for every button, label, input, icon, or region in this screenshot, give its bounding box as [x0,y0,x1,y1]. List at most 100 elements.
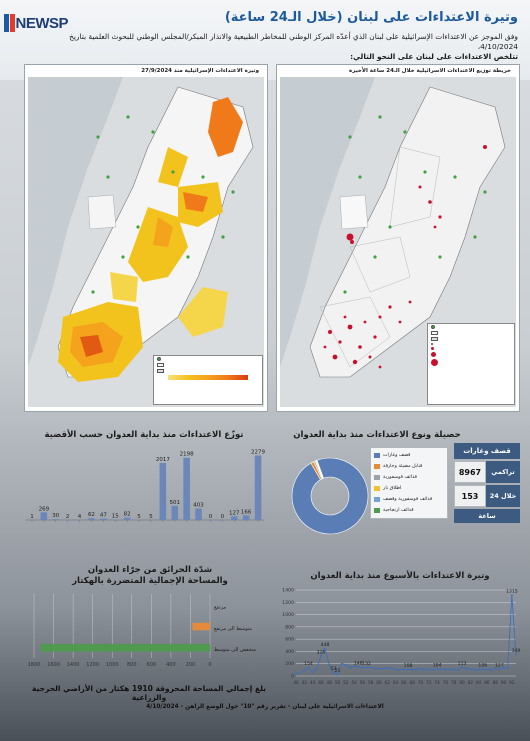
line-point [510,594,513,597]
stats-row-24h: 153 خلال 24 [454,485,520,507]
line-point [307,666,310,669]
fire-bar [192,622,210,631]
legend-gradient [168,375,248,380]
bar-chart-districts: 1 269 30 2 4 62 47 15 82 5 5 2017 501 2198 403 0 0 127 166… [20,444,270,544]
map-cumulative [28,77,264,407]
map-legend-cumulative [153,355,263,405]
donut-chart-svg [291,457,369,535]
line-point [320,655,322,657]
line-x-tick: 42 [302,680,308,685]
legend-swatch-icon [374,486,380,491]
fire-bar [210,601,211,609]
donut-legend-item: قذائف ارتجاجية [373,505,445,516]
line-point [423,668,426,671]
line-point [382,667,385,670]
fire-x-tick: 0 [208,662,211,668]
line-point [440,668,443,670]
line-point [461,666,463,669]
fire-category-label: متوسط الى مرتفع [214,626,252,632]
bar [159,462,167,520]
bar-value-label: 403 [193,503,204,509]
donut-legend: قصف وغارات قنابل مضيئة وحارقة قذائف فوسف… [370,447,448,519]
intro-line-1: وفق الموجز عن الاعتداءات الإسرائيلية على… [69,32,518,51]
bar [230,516,238,520]
line-y-tick: 1200 [282,600,294,606]
line-point [432,668,434,671]
donut-chart [285,444,375,548]
line-y-tick: 1400 [282,588,294,594]
line-x-tick: 56 [360,680,366,685]
line-point [373,667,376,670]
line-x-tick: 88 [493,680,499,685]
bar-value-label: 15 [112,514,119,520]
line-point [365,666,368,669]
fire-chart-svg: 1800 1600 1400 1200 1000 800 600 400 200 0 مرتفع مت… [28,594,256,668]
donut-legend-item: قذائف فوسفورية وقصف [373,494,445,505]
legend-dot-icon [431,359,438,366]
bar-value-label: 2017 [156,457,170,463]
intro-text: وفق الموجز عن الاعتداءات الإسرائيلية على… [38,32,518,62]
line-point [494,667,497,670]
donut-legend-item: قذائف فوسفورية [373,472,445,483]
bar-value-label: 62 [88,512,95,518]
line-chart-title: وتيرة الاعتداءات بالأسبوع منذ بداية العد… [310,571,490,581]
stats-header: قصف وغارات [454,443,520,459]
line-point [328,664,331,666]
footer-text: الاعتداءات الاسرائيلية على لبنان - تقرير… [146,704,384,710]
line-y-tick: 1000 [282,612,294,618]
logo-text: NEWSP [15,14,68,32]
line-y-tick: 600 [285,637,294,643]
bar [88,518,95,520]
line-point [407,668,409,671]
line-y-tick: 0 [291,674,294,680]
fire-x-tick: 400 [166,662,176,668]
legend-swatch-icon [374,497,380,502]
fire-x-tick: 1000 [106,662,119,668]
line-point [295,672,297,675]
donut-legend-item: قنابل مضيئة وحارقة [373,461,445,472]
bar-value-label: 166 [241,509,252,515]
bar-value-label: 4 [78,514,82,520]
line-point [427,668,430,671]
line-x-tick: 66 [401,680,407,685]
fire-x-tick: 800 [127,662,137,668]
bar [100,518,107,520]
line-x-tick: 44 [310,680,316,685]
line-y-tick: 200 [285,661,294,667]
line-data-label: 21 [335,668,341,674]
line-x-tick: 40 [293,680,299,685]
line-point [481,668,484,671]
line-x-tick: 48 [327,680,333,685]
line-x-tick: 46 [318,680,324,685]
map-legend-24h [427,323,515,405]
line-point [378,667,380,670]
bar-value-label: 269 [39,506,50,512]
donut-slice [316,459,324,479]
line-point [419,667,422,670]
line-point [315,668,318,671]
line-point [498,668,501,671]
bar-value-label: 2279 [251,449,265,455]
fire-bar [40,644,210,652]
bar-value-label: 47 [100,513,107,519]
line-point [502,666,505,669]
fire-x-tick: 1800 [28,662,41,668]
line-point [398,668,401,671]
fire-x-tick: 1600 [47,662,60,668]
fire-category-label: منخفض الى متوسط [214,647,256,653]
line-x-tick: 70 [418,680,424,685]
bar-value-label: 501 [170,500,181,506]
bar [40,512,48,520]
line-point [340,662,343,665]
line-point [357,666,360,668]
bar-value-label: 2 [66,514,70,520]
fire-x-tick: 1200 [86,662,99,668]
line-point [411,668,414,671]
line-x-tick: 86 [484,680,490,685]
logo-mark-icon [4,14,16,32]
line-point [353,665,356,668]
line-point [303,669,306,672]
stats-label-24h: خلال 24 [486,485,520,507]
legend-dot-icon [431,343,433,345]
bar-chart-title: توزّع الاعتداءات منذ بداية العدوان حسب ا… [44,430,244,440]
